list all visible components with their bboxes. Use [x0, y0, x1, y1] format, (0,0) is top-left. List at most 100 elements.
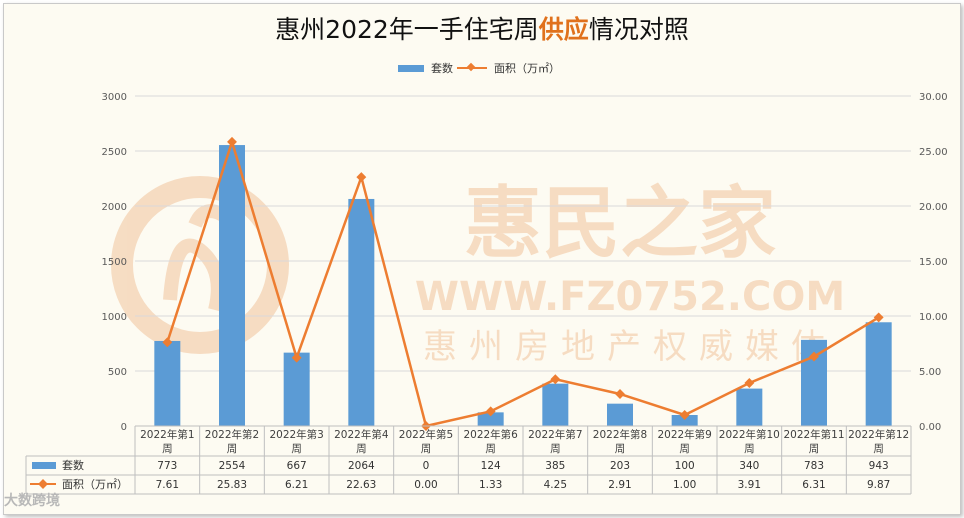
table-cell: 124 — [481, 460, 501, 472]
bar — [219, 145, 245, 426]
x-tick-label-suffix: 周 — [679, 443, 690, 455]
watermark: 惠民之家 WWW.FZ0752.COM 惠州房地产权威媒体 — [111, 176, 845, 367]
chart-title: 惠州2022年一手住宅周供应情况对照 — [275, 15, 689, 44]
x-tick-label-suffix: 周 — [485, 443, 496, 455]
table-cell: 25.83 — [217, 479, 247, 491]
right-axis-tick: 25.00 — [919, 147, 948, 158]
x-tick-label: 2022年第12 — [848, 428, 909, 441]
table-cell: 943 — [869, 460, 889, 472]
table-cell: 0.00 — [414, 479, 437, 491]
right-axis-tick: 5.00 — [919, 367, 941, 378]
line-marker — [873, 312, 884, 323]
table-cell: 1.33 — [479, 479, 502, 491]
x-tick-label-suffix: 周 — [809, 443, 820, 455]
bar — [671, 415, 698, 426]
table-cell: 7.61 — [156, 479, 179, 491]
legend-bar-swatch — [398, 64, 424, 72]
table-line-marker — [38, 479, 48, 489]
legend-line-label: 面积（万㎡） — [494, 62, 560, 75]
x-tick-label: 2022年第7 — [528, 428, 582, 441]
x-tick-label-suffix: 周 — [162, 443, 173, 455]
line-marker — [615, 389, 625, 399]
table-cell: 667 — [287, 460, 307, 472]
watermark-url: WWW.FZ0752.COM — [415, 274, 845, 320]
x-tick-label: 2022年第4 — [334, 428, 389, 441]
table-cell: 783 — [804, 460, 824, 472]
x-tick-label: 2022年第5 — [399, 428, 453, 441]
line-marker — [744, 378, 755, 388]
legend: 套数 面积（万㎡） — [398, 60, 560, 76]
table-bar-swatch — [32, 462, 56, 469]
x-tick-label: 2022年第11 — [783, 428, 844, 441]
x-tick-label: 2022年第10 — [719, 428, 780, 441]
table-cell: 340 — [739, 460, 759, 472]
x-tick-label-suffix: 周 — [227, 443, 238, 455]
bar — [283, 352, 310, 426]
line-marker — [162, 337, 173, 348]
x-tick-label: 2022年第2 — [205, 428, 259, 441]
left-axis-tick: 0 — [121, 422, 127, 433]
table-cell: 1.00 — [673, 479, 696, 491]
table-cell: 22.63 — [346, 479, 376, 491]
footer-logo: 大数跨境 — [4, 493, 60, 509]
x-tick-label-suffix: 周 — [744, 443, 755, 455]
line-marker — [227, 136, 237, 147]
table-cell: 3.91 — [738, 479, 761, 491]
x-tick-label-suffix: 周 — [873, 443, 884, 455]
x-tick-label-suffix: 周 — [356, 443, 367, 455]
left-axis-tick: 2000 — [102, 202, 127, 213]
line-marker — [485, 406, 496, 417]
left-axis-tick: 3000 — [102, 92, 127, 103]
x-tick-label-suffix: 周 — [615, 443, 626, 455]
table-row-label: 套数 — [62, 459, 84, 472]
x-tick-label: 2022年第9 — [657, 428, 711, 441]
line-marker — [291, 352, 302, 363]
table-cell: 9.87 — [867, 479, 890, 491]
left-axis-tick: 1000 — [102, 312, 127, 323]
table-cell: 2554 — [219, 460, 246, 472]
table-cell: 6.31 — [802, 479, 825, 491]
table-cell: 2064 — [348, 460, 375, 472]
table-row-label: 面积（万㎡） — [62, 478, 128, 491]
table-cell: 0 — [423, 460, 430, 472]
table-cell: 773 — [157, 460, 177, 472]
chart-frame — [3, 3, 961, 515]
right-axis-tick: 30.00 — [919, 92, 948, 103]
left-axis-tick: 1500 — [102, 257, 127, 268]
table-cell: 100 — [675, 460, 695, 472]
right-axis-tick: 20.00 — [919, 202, 948, 213]
table-cell: 4.25 — [544, 479, 567, 491]
bar — [865, 322, 892, 426]
table-cell: 385 — [545, 460, 565, 472]
table-cell: 6.21 — [285, 479, 308, 491]
legend-bar-label: 套数 — [431, 62, 453, 75]
x-tick-label-suffix: 周 — [550, 443, 561, 455]
table-cell: 203 — [610, 460, 630, 472]
line-marker — [679, 410, 690, 420]
line-series — [166, 137, 880, 428]
right-axis-tick: 0.00 — [919, 422, 941, 433]
watermark-tagline: 惠州房地产权威媒体 — [423, 327, 837, 367]
x-tick-label: 2022年第1 — [140, 428, 194, 441]
bar — [348, 198, 375, 426]
line-marker — [550, 374, 561, 385]
bar — [542, 383, 569, 426]
x-tick-label: 2022年第6 — [463, 428, 518, 441]
left-axis-tick: 2500 — [102, 147, 127, 158]
bar — [154, 340, 181, 426]
watermark-brand: 惠民之家 — [464, 179, 776, 269]
legend-line-swatch — [457, 62, 487, 74]
x-tick-label-suffix: 周 — [421, 443, 432, 455]
left-axis-tick: 500 — [108, 367, 127, 378]
right-axis-tick: 10.00 — [919, 312, 948, 323]
line-marker — [356, 172, 367, 183]
watermark-logo-ring — [111, 176, 289, 354]
bar — [736, 388, 763, 426]
bar — [477, 412, 504, 426]
x-tick-label: 2022年第8 — [593, 428, 647, 441]
x-tick-label-suffix: 周 — [291, 443, 302, 455]
table-cell: 2.91 — [608, 479, 631, 491]
x-tick-label: 2022年第3 — [269, 428, 323, 441]
right-axis-tick: 15.00 — [919, 257, 948, 268]
